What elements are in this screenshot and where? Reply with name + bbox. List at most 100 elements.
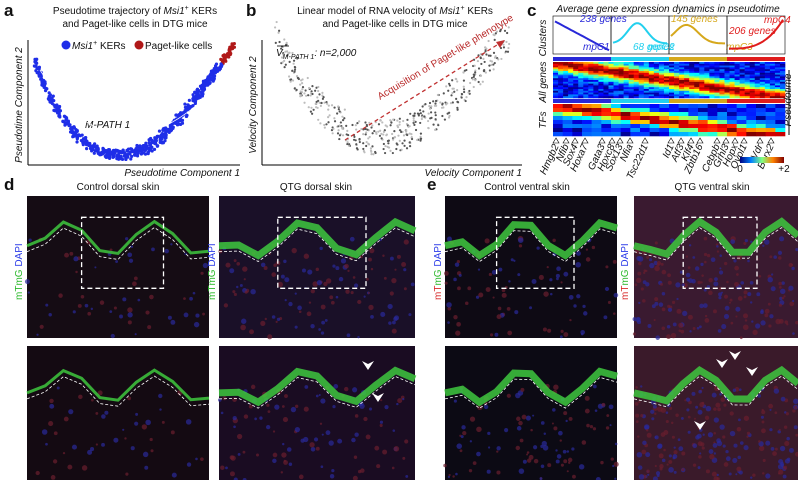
heat-cell bbox=[678, 120, 689, 125]
heat-cell bbox=[593, 65, 599, 68]
heat-cell bbox=[563, 85, 569, 88]
velocity-point bbox=[338, 134, 342, 137]
nucleus bbox=[655, 471, 661, 476]
nucleus bbox=[762, 244, 765, 247]
velocity-point bbox=[419, 112, 422, 115]
nucleus bbox=[686, 408, 690, 412]
heat-cell bbox=[630, 124, 641, 129]
heat-cell bbox=[663, 65, 670, 68]
nucleus bbox=[659, 464, 664, 469]
heat-cell bbox=[568, 74, 574, 77]
heat-cell bbox=[603, 89, 609, 92]
heat-cell bbox=[603, 78, 609, 81]
velocity-point bbox=[405, 147, 409, 150]
heat-cell bbox=[719, 65, 725, 68]
row-label: TFs bbox=[538, 111, 549, 128]
nucleus bbox=[159, 408, 162, 411]
heat-cell bbox=[717, 120, 728, 125]
heat-cell bbox=[775, 116, 786, 121]
nucleus bbox=[408, 313, 412, 317]
nucleus bbox=[654, 297, 659, 302]
velocity-point bbox=[343, 108, 346, 111]
velocity-point bbox=[417, 114, 420, 117]
heat-cell bbox=[611, 104, 621, 109]
basement-line bbox=[218, 376, 416, 409]
nucleus bbox=[795, 248, 798, 252]
heat-cell bbox=[568, 78, 574, 81]
heat-cell bbox=[694, 69, 700, 72]
nucleus bbox=[654, 241, 658, 245]
nucleus bbox=[286, 447, 292, 452]
velocity-point bbox=[295, 88, 298, 91]
nucleus bbox=[368, 407, 373, 411]
nucleus bbox=[295, 404, 299, 409]
nucleus bbox=[354, 432, 359, 437]
heat-cell bbox=[694, 62, 700, 65]
gene-marker bbox=[696, 137, 704, 144]
nucleus bbox=[518, 468, 525, 474]
heat-cell bbox=[759, 87, 766, 90]
heat-cell bbox=[698, 132, 708, 137]
nucleus bbox=[72, 310, 76, 314]
heat-cell bbox=[704, 62, 710, 65]
heat-cell bbox=[779, 62, 786, 65]
nucleus bbox=[254, 417, 257, 421]
heat-cell bbox=[704, 76, 710, 79]
velocity-point bbox=[346, 141, 349, 144]
heat-cell bbox=[744, 78, 750, 81]
heat-cell bbox=[764, 74, 771, 77]
velocity-point bbox=[311, 112, 314, 115]
heat-cell bbox=[653, 96, 660, 99]
heat-cell bbox=[649, 104, 660, 109]
nucleus bbox=[464, 301, 469, 305]
nucleus bbox=[237, 452, 241, 456]
nucleus bbox=[692, 256, 696, 259]
heat-cell bbox=[709, 81, 715, 84]
nucleus bbox=[394, 268, 397, 271]
stain-green: mG bbox=[433, 269, 444, 285]
cluster-bar bbox=[669, 99, 727, 103]
nucleus bbox=[744, 319, 748, 322]
nucleus bbox=[687, 430, 691, 434]
nucleus bbox=[729, 411, 734, 416]
heat-cell bbox=[620, 116, 631, 121]
nucleus bbox=[144, 465, 149, 470]
heat-cell bbox=[658, 62, 665, 65]
heat-cell bbox=[643, 65, 650, 68]
nucleus bbox=[717, 329, 722, 333]
heat-cell bbox=[669, 112, 679, 117]
nucleus bbox=[233, 425, 236, 429]
heat-cell bbox=[608, 62, 614, 65]
heat-cell bbox=[591, 108, 602, 113]
heat-cell bbox=[765, 104, 776, 109]
velocity-point bbox=[483, 60, 486, 64]
heat-cell bbox=[593, 62, 599, 65]
heat-cell bbox=[573, 89, 579, 92]
cell-point bbox=[75, 129, 79, 133]
nucleus bbox=[313, 437, 319, 442]
heat-cell bbox=[603, 85, 609, 88]
cell-point bbox=[64, 115, 68, 119]
heat-cell bbox=[719, 89, 725, 92]
velocity-point bbox=[337, 105, 340, 108]
heat-cell bbox=[563, 81, 569, 84]
heat-cell bbox=[653, 67, 660, 70]
heat-cell bbox=[659, 116, 670, 121]
heat-cell bbox=[658, 85, 665, 88]
heat-cell bbox=[618, 78, 624, 81]
heat-cell bbox=[669, 92, 675, 95]
heat-cell bbox=[759, 96, 766, 99]
nucleus bbox=[556, 454, 562, 459]
heat-cell bbox=[573, 67, 579, 70]
velocity-point bbox=[463, 90, 466, 94]
velocity-point bbox=[434, 99, 438, 103]
nucleus bbox=[455, 472, 458, 476]
heat-cell bbox=[598, 81, 604, 84]
nucleus bbox=[402, 456, 406, 460]
nucleus bbox=[582, 304, 586, 308]
nucleus bbox=[723, 462, 729, 467]
nucleus bbox=[651, 304, 656, 309]
heat-cell bbox=[573, 71, 579, 74]
nucleus bbox=[698, 325, 702, 329]
